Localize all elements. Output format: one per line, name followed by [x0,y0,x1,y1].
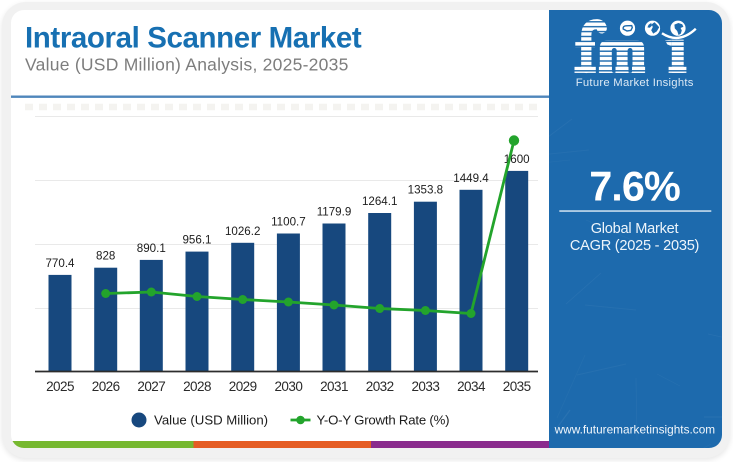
svg-text:1264.1: 1264.1 [362,195,397,208]
svg-text:CAGR (2025 - 2035): CAGR (2025 - 2035) [570,238,699,254]
svg-text:956.1: 956.1 [182,234,211,247]
svg-text:1353.8: 1353.8 [408,184,443,197]
svg-text:Value (USD Million): Value (USD Million) [154,413,268,428]
svg-text:2030: 2030 [274,379,302,394]
svg-text:2027: 2027 [137,379,165,394]
svg-text:Y-O-Y Growth Rate (%): Y-O-Y Growth Rate (%) [317,413,450,428]
svg-text:2031: 2031 [320,379,348,394]
svg-text:1179.9: 1179.9 [317,206,352,219]
svg-text:2035: 2035 [503,379,531,394]
svg-text:2033: 2033 [411,379,439,394]
svg-text:2032: 2032 [366,379,394,394]
svg-text:2026: 2026 [92,379,120,394]
svg-text:1449.4: 1449.4 [453,172,489,185]
svg-text:2028: 2028 [183,379,211,394]
svg-text:Intraoral Scanner Market: Intraoral Scanner Market [25,22,362,55]
svg-text:770.4: 770.4 [45,257,75,270]
svg-text:www.futuremarketinsights.com: www.futuremarketinsights.com [554,423,716,437]
svg-text:7.6%: 7.6% [589,163,680,210]
svg-text:890.1: 890.1 [137,242,166,255]
svg-text:Global Market: Global Market [591,221,679,237]
svg-text:828: 828 [96,250,115,263]
svg-text:Value (USD Million) Analysis,: Value (USD Million) Analysis, 2025-2035 [25,55,349,75]
svg-text:1100.7: 1100.7 [271,216,306,229]
svg-text:1026.2: 1026.2 [225,225,260,238]
svg-text:2034: 2034 [457,379,486,394]
svg-text:Future Market Insights: Future Market Insights [576,77,694,89]
svg-text:2025: 2025 [46,379,74,394]
svg-text:2029: 2029 [229,379,257,394]
